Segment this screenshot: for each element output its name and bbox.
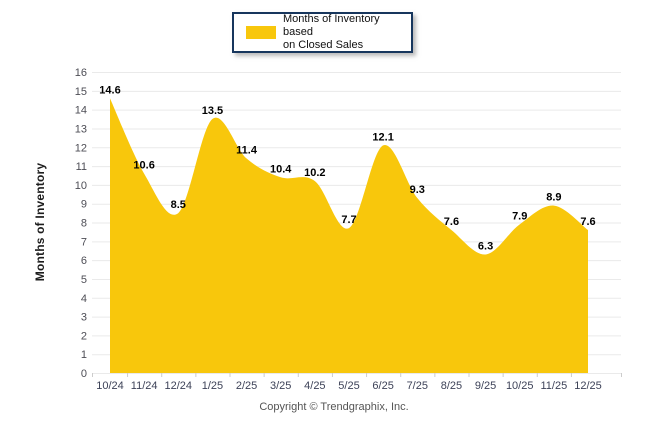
y-axis-title: Months of Inventory [33, 162, 47, 282]
x-tick-label: 11/25 [540, 380, 567, 392]
x-tick-label: 12/24 [165, 380, 193, 392]
y-tick-label: 4 [81, 293, 87, 305]
x-tick-label: 1/25 [202, 380, 223, 392]
y-tick-label: 16 [75, 67, 87, 79]
legend: Months of Inventory based on Closed Sale… [232, 12, 413, 53]
y-tick-label: 7 [81, 236, 87, 248]
data-label: 6.3 [478, 240, 493, 252]
data-label: 12.1 [372, 131, 393, 143]
y-tick-label: 11 [76, 161, 87, 173]
y-tick-label: 14 [75, 105, 87, 117]
y-tick-label: 0 [81, 368, 87, 380]
y-tick-label: 5 [81, 274, 87, 286]
data-label: 10.6 [133, 160, 154, 172]
x-tick-label: 4/25 [304, 380, 325, 392]
y-tick-label: 1 [81, 349, 87, 361]
copyright-text: Copyright © Trendgraphix, Inc. [259, 401, 409, 413]
data-label: 13.5 [202, 105, 223, 117]
data-label: 7.6 [444, 216, 459, 228]
data-label: 10.2 [304, 167, 325, 179]
y-tick-label: 9 [81, 199, 87, 211]
x-tick-label: 12/25 [574, 380, 602, 392]
data-label: 7.9 [512, 210, 527, 222]
x-tick-label: 3/25 [270, 380, 291, 392]
x-tick-label: 11/24 [131, 380, 158, 392]
y-tick-label: 15 [75, 86, 87, 98]
y-tick-label: 12 [75, 142, 87, 154]
x-tick-label: 7/25 [407, 380, 428, 392]
x-tick-label: 5/25 [338, 380, 359, 392]
legend-swatch-icon [246, 26, 276, 39]
data-label: 9.3 [410, 184, 425, 196]
data-label: 14.6 [99, 84, 120, 96]
data-label: 7.6 [580, 216, 595, 228]
legend-label: Months of Inventory based on Closed Sale… [283, 13, 411, 52]
data-label: 7.7 [341, 214, 356, 226]
x-tick-label: 10/24 [96, 380, 124, 392]
x-tick-label: 6/25 [372, 380, 393, 392]
y-tick-label: 3 [81, 312, 87, 324]
y-tick-label: 2 [81, 330, 87, 342]
legend-label-line1: Months of Inventory based [283, 13, 380, 38]
data-label: 11.4 [236, 145, 258, 157]
data-label: 8.9 [546, 192, 561, 204]
y-tick-label: 10 [75, 180, 87, 192]
y-tick-label: 13 [75, 123, 87, 135]
legend-label-line2: on Closed Sales [283, 39, 364, 51]
y-tick-label: 6 [81, 255, 87, 267]
x-tick-label: 9/25 [475, 380, 496, 392]
inventory-area [110, 98, 588, 374]
x-tick-label: 8/25 [441, 380, 462, 392]
x-tick-label: 2/25 [236, 380, 257, 392]
x-tick-label: 10/25 [506, 380, 534, 392]
y-tick-label: 8 [81, 218, 87, 230]
data-label: 8.5 [171, 199, 186, 211]
data-label: 10.4 [270, 163, 292, 175]
